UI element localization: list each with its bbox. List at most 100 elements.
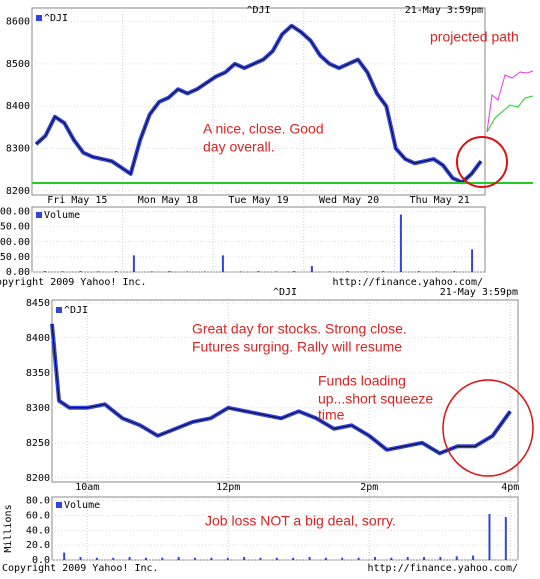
copyright: Copyright 2009 Yahoo! Inc. [2, 563, 159, 574]
projected-path [486, 70, 534, 133]
legend-label: ^DJI [64, 305, 88, 316]
x-tick-label: Tue May 19 [228, 195, 288, 206]
annotation: up...short squeeze [318, 391, 433, 407]
highlight-circle [442, 379, 534, 477]
y-tick-label: 20.0 [26, 540, 50, 551]
volume-bar [293, 271, 296, 272]
volume-bar [144, 557, 147, 560]
volume-bar [204, 271, 207, 272]
volume-bar [161, 557, 164, 560]
y-tick-label: 80.0 [26, 496, 50, 507]
y-tick-label: 100.00 [0, 237, 30, 248]
legend-swatch [36, 15, 42, 21]
volume-bar [79, 557, 82, 560]
y-tick-label: 8500 [6, 59, 30, 70]
volume-bar [221, 255, 224, 272]
projected-path [486, 95, 534, 133]
annotation: Funds loading [318, 373, 406, 389]
legend-swatch [56, 502, 62, 508]
y-tick-label: 8300 [26, 403, 50, 414]
y-tick-label: 8250 [26, 438, 50, 449]
y-tick-label: 0.0 [32, 555, 50, 566]
volume-bar [177, 557, 180, 560]
legend-swatch [56, 307, 62, 313]
volume-bar [226, 557, 229, 560]
plot-frame [31, 7, 486, 196]
timestamp: 21-May 3:59pm [440, 287, 518, 298]
volume-bar [150, 271, 153, 272]
volume-bar [79, 271, 82, 272]
x-tick-label: 12pm [216, 482, 240, 493]
y-tick-label: 8200 [26, 473, 50, 484]
x-tick-label: 4pm [501, 482, 519, 493]
x-tick-label: Fri May 15 [47, 195, 107, 206]
volume-bar [43, 271, 46, 272]
volume-bar [435, 271, 438, 272]
volume-bar [453, 271, 456, 272]
x-tick-label: Mon May 18 [138, 195, 198, 206]
y-tick-label: 8400 [6, 101, 30, 112]
volume-bar [97, 271, 100, 272]
y-tick-label: 40.0 [26, 525, 50, 536]
volume-bar [61, 271, 64, 272]
y-tick-label: 8600 [6, 17, 30, 28]
legend-label: Volume [64, 500, 100, 511]
y-tick-label: 50.00 [0, 252, 30, 263]
chart-title: ^DJI [246, 5, 270, 16]
highlight-circle [456, 136, 508, 188]
volume-bar [328, 271, 331, 272]
volume-frame [31, 206, 486, 273]
price-outline [35, 25, 482, 183]
volume-bar [346, 271, 349, 272]
volume-bar [239, 271, 242, 272]
source-url: http://finance.yahoo.com/ [367, 563, 518, 574]
price-outline [51, 323, 511, 454]
source-url: http://finance.yahoo.com/ [332, 277, 483, 288]
x-tick-label: 10am [75, 482, 99, 493]
volume-bar [243, 557, 246, 560]
y-tick-label: 8400 [26, 333, 50, 344]
volume-bar [115, 271, 118, 272]
y-tick-label: 0.00 [6, 267, 30, 278]
legend-label: ^DJI [44, 13, 68, 24]
volume-bar [471, 249, 474, 272]
y-axis-title: Millions [3, 504, 14, 552]
volume-bar [308, 557, 311, 560]
annotation: day overall. [203, 139, 275, 155]
volume-bar [390, 557, 393, 560]
volume-frame [51, 496, 519, 561]
legend-swatch [36, 212, 42, 218]
volume-bar [310, 265, 313, 272]
volume-bar [324, 557, 327, 560]
y-tick-label: 150.00 [0, 222, 30, 233]
x-tick-label: Wed May 20 [319, 195, 379, 206]
annotation: Futures surging. Rally will resume [192, 339, 402, 355]
volume-bar [417, 271, 420, 272]
y-tick-label: 8350 [26, 368, 50, 379]
y-tick-label: 8450 [26, 298, 50, 309]
annotation: time [318, 407, 345, 423]
volume-bar [128, 557, 131, 560]
volume-bar [95, 557, 98, 560]
volume-bar [210, 557, 213, 560]
volume-bar [373, 557, 376, 560]
volume-bar [275, 271, 278, 272]
annotation: projected path [430, 29, 519, 45]
y-tick-label: 8200 [6, 186, 30, 197]
chart-title: ^DJI [273, 287, 297, 298]
volume-bar [292, 557, 295, 560]
volume-bar [472, 555, 475, 560]
volume-bar [399, 214, 402, 272]
annotation: Job loss NOT a big deal, sorry. [205, 513, 396, 529]
volume-bar [132, 255, 135, 272]
charts: ^DJI 21-May 3:59pm 8200 8300 8400 8500 8600 Fri… [0, 5, 519, 574]
volume-bar [168, 271, 171, 272]
copyright: Copyright 2009 Yahoo! Inc. [0, 277, 147, 288]
volume-bar [406, 557, 409, 560]
y-tick-label: 60.0 [26, 511, 50, 522]
volume-bar [194, 557, 197, 560]
volume-bar [341, 557, 344, 560]
legend-label: Volume [44, 210, 80, 221]
volume-bar [439, 557, 442, 560]
